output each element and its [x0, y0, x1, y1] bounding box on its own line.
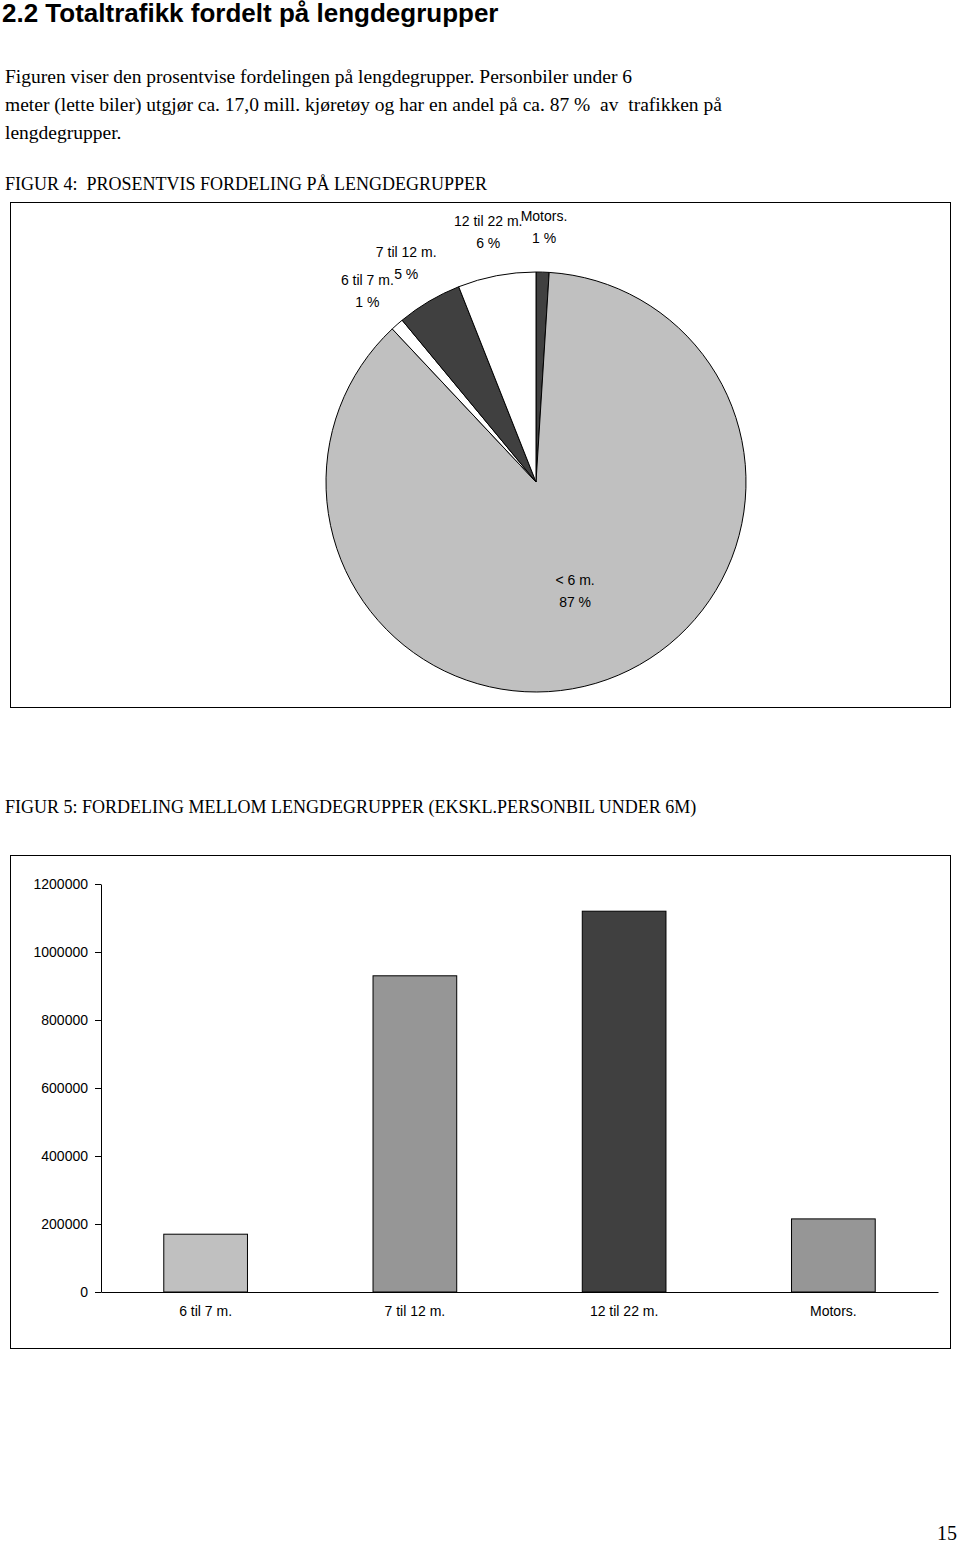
paragraph-line: meter (lette biler) utgjør ca. 17,0 mill…	[5, 94, 722, 116]
y-tick-mark	[95, 1156, 101, 1157]
y-tick: 0	[80, 1284, 101, 1300]
pie: Motors. 1 % < 6 m. 87 % 6 til 7 m. 1 % 7 til 1…	[326, 208, 746, 692]
slice-label: 7 til 12 m.	[376, 244, 437, 260]
bar	[582, 911, 666, 1292]
y-tick-label: 400000	[41, 1148, 88, 1164]
y-tick-label: 0	[80, 1284, 88, 1300]
y-tick-label: 200000	[41, 1216, 88, 1232]
y-axis-line	[101, 885, 102, 1293]
slice-value-label: 5 %	[394, 266, 418, 282]
y-tick: 1000000	[33, 944, 101, 960]
y-tick: 1200000	[33, 876, 101, 892]
slice-value-label: 1 %	[532, 230, 556, 246]
pie-slice	[459, 272, 536, 482]
slice-label: < 6 m.	[555, 572, 594, 588]
y-tick: 800000	[41, 1012, 101, 1028]
bars	[164, 911, 875, 1292]
x-tick-label: 7 til 12 m.	[385, 1303, 446, 1319]
paragraph-line: Figuren viser den prosentvise fordelinge…	[5, 66, 632, 87]
slice-label: 12 til 22 m.	[454, 213, 522, 229]
slice-value-label: 87 %	[559, 594, 591, 610]
x-axis-line	[102, 1292, 939, 1293]
y-axis: 0 200000 400000 600000 800000 1000000 1200000	[33, 876, 101, 1300]
y-tick-mark	[95, 1020, 101, 1021]
slice-value-label: 1 %	[355, 294, 379, 310]
y-tick: 200000	[41, 1216, 101, 1232]
slice-label: Motors.	[521, 208, 568, 224]
x-tick-label: 6 til 7 m.	[179, 1303, 232, 1319]
y-tick-label: 600000	[41, 1080, 88, 1096]
pie-slice	[326, 272, 746, 692]
page: 2.2 Totaltrafikk fordelt på lengdegruppe…	[0, 0, 960, 1543]
y-tick: 400000	[41, 1148, 101, 1164]
x-tick: 6 til 7 m.	[179, 1292, 232, 1319]
x-tick-label: 12 til 22 m.	[590, 1303, 658, 1319]
bar	[792, 1219, 876, 1292]
bar	[373, 976, 457, 1292]
bar	[164, 1234, 248, 1292]
y-tick-mark	[95, 1292, 101, 1293]
x-tick: 12 til 22 m.	[590, 1292, 658, 1319]
y-tick-label: 1200000	[33, 876, 88, 892]
x-tick-label: Motors.	[810, 1303, 857, 1319]
chart-frame	[11, 203, 951, 708]
slice-value-label: 6 %	[476, 235, 500, 251]
chart-title: FIGUR 5: FORDELING MELLOM LENGDEGRUPPER …	[5, 797, 696, 818]
x-axis: 6 til 7 m. 7 til 12 m. 12 til 22 m. Motors.	[102, 1292, 939, 1319]
y-tick-mark	[95, 884, 101, 885]
y-tick: 600000	[41, 1080, 101, 1096]
y-tick-mark	[95, 1224, 101, 1225]
chart-frame	[11, 856, 951, 1349]
x-tick: Motors.	[810, 1292, 857, 1319]
paragraph-line: lengdegrupper.	[5, 122, 121, 143]
y-tick-label: 800000	[41, 1012, 88, 1028]
chart-title: FIGUR 4: PROSENTVIS FORDELING PÅ LENGDEG…	[5, 174, 487, 194]
y-tick-label: 1000000	[33, 944, 88, 960]
x-tick: 7 til 12 m.	[385, 1292, 446, 1319]
y-tick-mark	[95, 952, 101, 953]
heading: 2.2 Totaltrafikk fordelt på lengdegruppe…	[2, 0, 499, 28]
y-tick-mark	[95, 1088, 101, 1089]
page-number: 15	[937, 1522, 957, 1543]
slice-label: 6 til 7 m.	[341, 272, 394, 288]
